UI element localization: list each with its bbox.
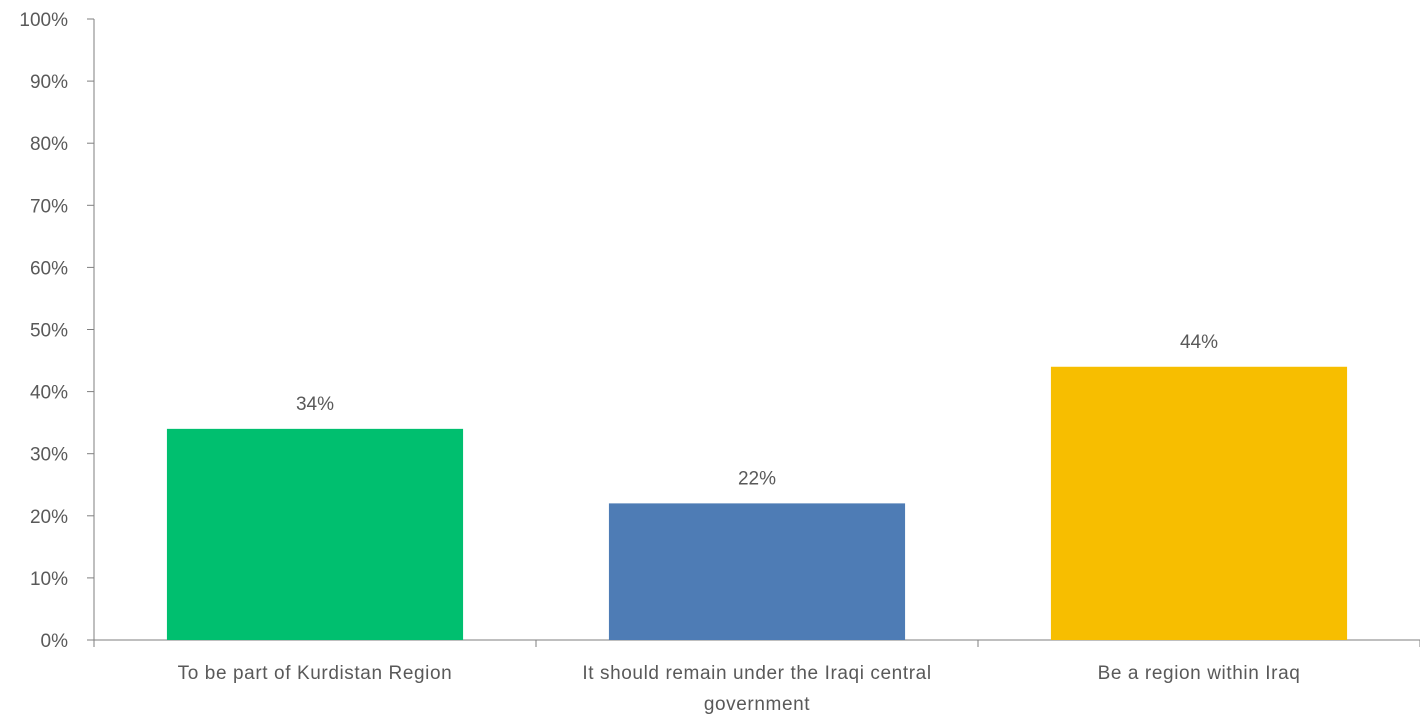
y-tick-label: 10% <box>30 569 68 590</box>
bar <box>608 503 906 640</box>
y-tick-label: 70% <box>30 196 68 217</box>
bar <box>166 428 464 640</box>
bar-value-label: 34% <box>296 394 334 415</box>
bar <box>1050 366 1348 640</box>
y-tick-label: 40% <box>30 383 68 404</box>
category-labels: To be part of Kurdistan Region It should … <box>178 663 1301 715</box>
bar-value-label: 44% <box>1180 332 1218 353</box>
category-label: It should remain under the Iraqi central <box>582 663 931 684</box>
bar-value-label: 22% <box>738 468 776 489</box>
y-tick-label: 80% <box>30 134 68 155</box>
y-tick-label: 30% <box>30 445 68 466</box>
category-label: government <box>704 694 810 715</box>
y-tick-label: 60% <box>30 258 68 279</box>
y-tick-label: 50% <box>30 321 68 342</box>
category-label: Be a region within Iraq <box>1098 663 1301 684</box>
bars <box>166 366 1348 640</box>
y-axis: 0% 10% 20% 30% 40% 50% 60% 70% 80% 90% 100% <box>19 10 95 652</box>
x-axis <box>93 639 1420 647</box>
y-tick-label: 90% <box>30 72 68 93</box>
y-tick-label: 20% <box>30 507 68 528</box>
data-labels: 34% 22% 44% <box>296 332 1218 490</box>
y-tick-label: 100% <box>19 10 68 31</box>
y-tick-label: 0% <box>41 631 69 652</box>
category-label: To be part of Kurdistan Region <box>178 663 453 684</box>
